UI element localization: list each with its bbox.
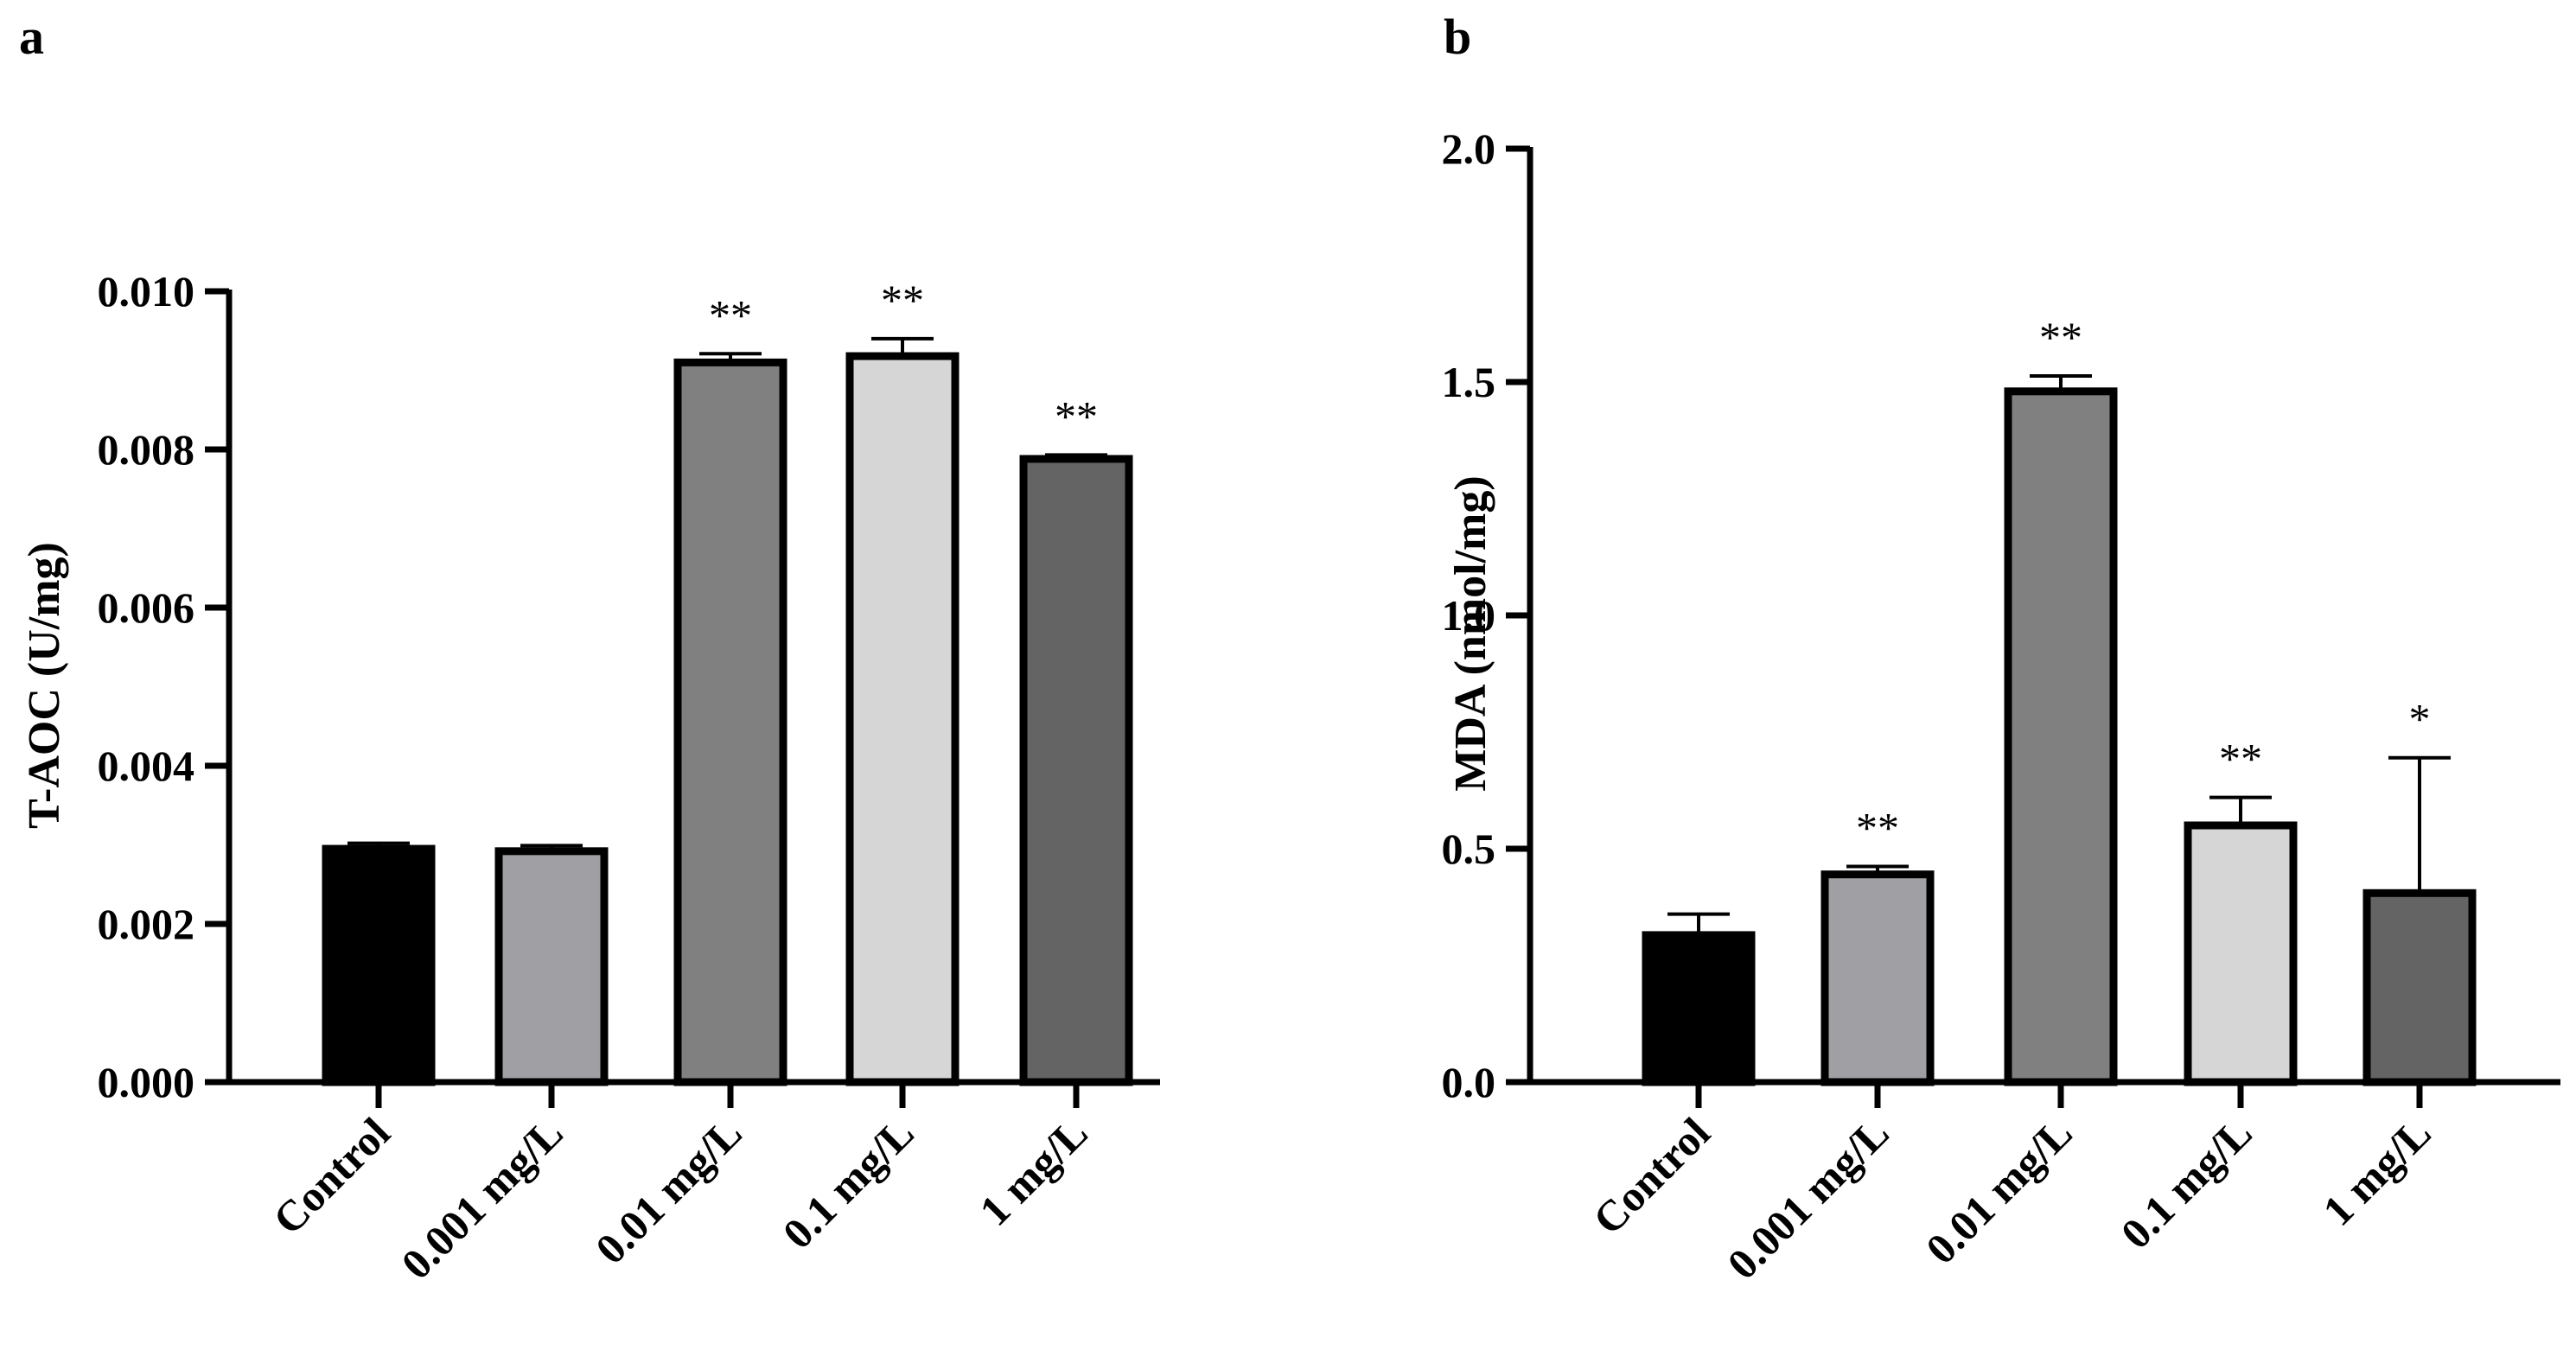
panel-b-y-tick-label: 1.0 [1442, 591, 1496, 640]
panel-b-bar-2 [2004, 387, 2118, 1086]
panel-a-y-tick-label: 0.004 [98, 742, 195, 790]
panel-a: a T-AOC (U/mg) 0.000 0.002 0.004 0.006 0.008… [19, 9, 1160, 1289]
panel-b-bar-0 [1642, 931, 1756, 1086]
panel-a-y-tick-label: 0.006 [98, 583, 195, 632]
panel-a-y-axis-title: T-AOC (U/mg) [20, 542, 69, 829]
panel-a-bar-2 [673, 358, 787, 1086]
panel-a-bar-4 [1019, 455, 1133, 1086]
panel-b-significance-mark: ** [1856, 804, 1899, 852]
panel-a-y-tick-label: 0.008 [98, 425, 195, 474]
panel-a-letter: a [19, 9, 44, 65]
panel-b-bar-3 [2184, 821, 2298, 1086]
panel-b-bar-1 [1820, 870, 1935, 1086]
panel-a-plot-area: 0.0000.0020.0040.0060.0080.010Control0.0… [98, 267, 1160, 1289]
panel-b-y-tick-label: 0.5 [1442, 825, 1496, 873]
panel-b-significance-mark: * [2409, 695, 2431, 743]
panel-b-bar-4 [2362, 888, 2477, 1086]
panel-b-letter: b [1444, 9, 1471, 65]
panel-a-significance-mark: ** [709, 290, 752, 339]
panel-a-bar-1 [494, 847, 609, 1086]
panel-b: b MDA (nmol/mg) 0.00.51.01.52.0Control**… [1442, 9, 2560, 1289]
panel-b-y-axis-title: MDA (nmol/mg) [1446, 475, 1495, 791]
panel-a-significance-mark: ** [881, 276, 924, 324]
panel-a-bar-0 [322, 844, 436, 1086]
panel-b-y-tick-label: 1.5 [1442, 358, 1496, 406]
panel-b-y-tick-label: 2.0 [1442, 124, 1496, 173]
panel-b-significance-mark: ** [2219, 735, 2262, 783]
panel-a-significance-mark: ** [1055, 392, 1098, 440]
panel-a-y-tick-label: 0.000 [98, 1058, 195, 1106]
panel-a-bar-3 [845, 352, 960, 1086]
panel-a-y-tick-label: 0.002 [98, 900, 195, 948]
panel-b-significance-mark: ** [2039, 313, 2082, 361]
panel-a-y-tick-label: 0.010 [98, 267, 195, 315]
panel-b-y-tick-label: 0.0 [1442, 1058, 1496, 1106]
